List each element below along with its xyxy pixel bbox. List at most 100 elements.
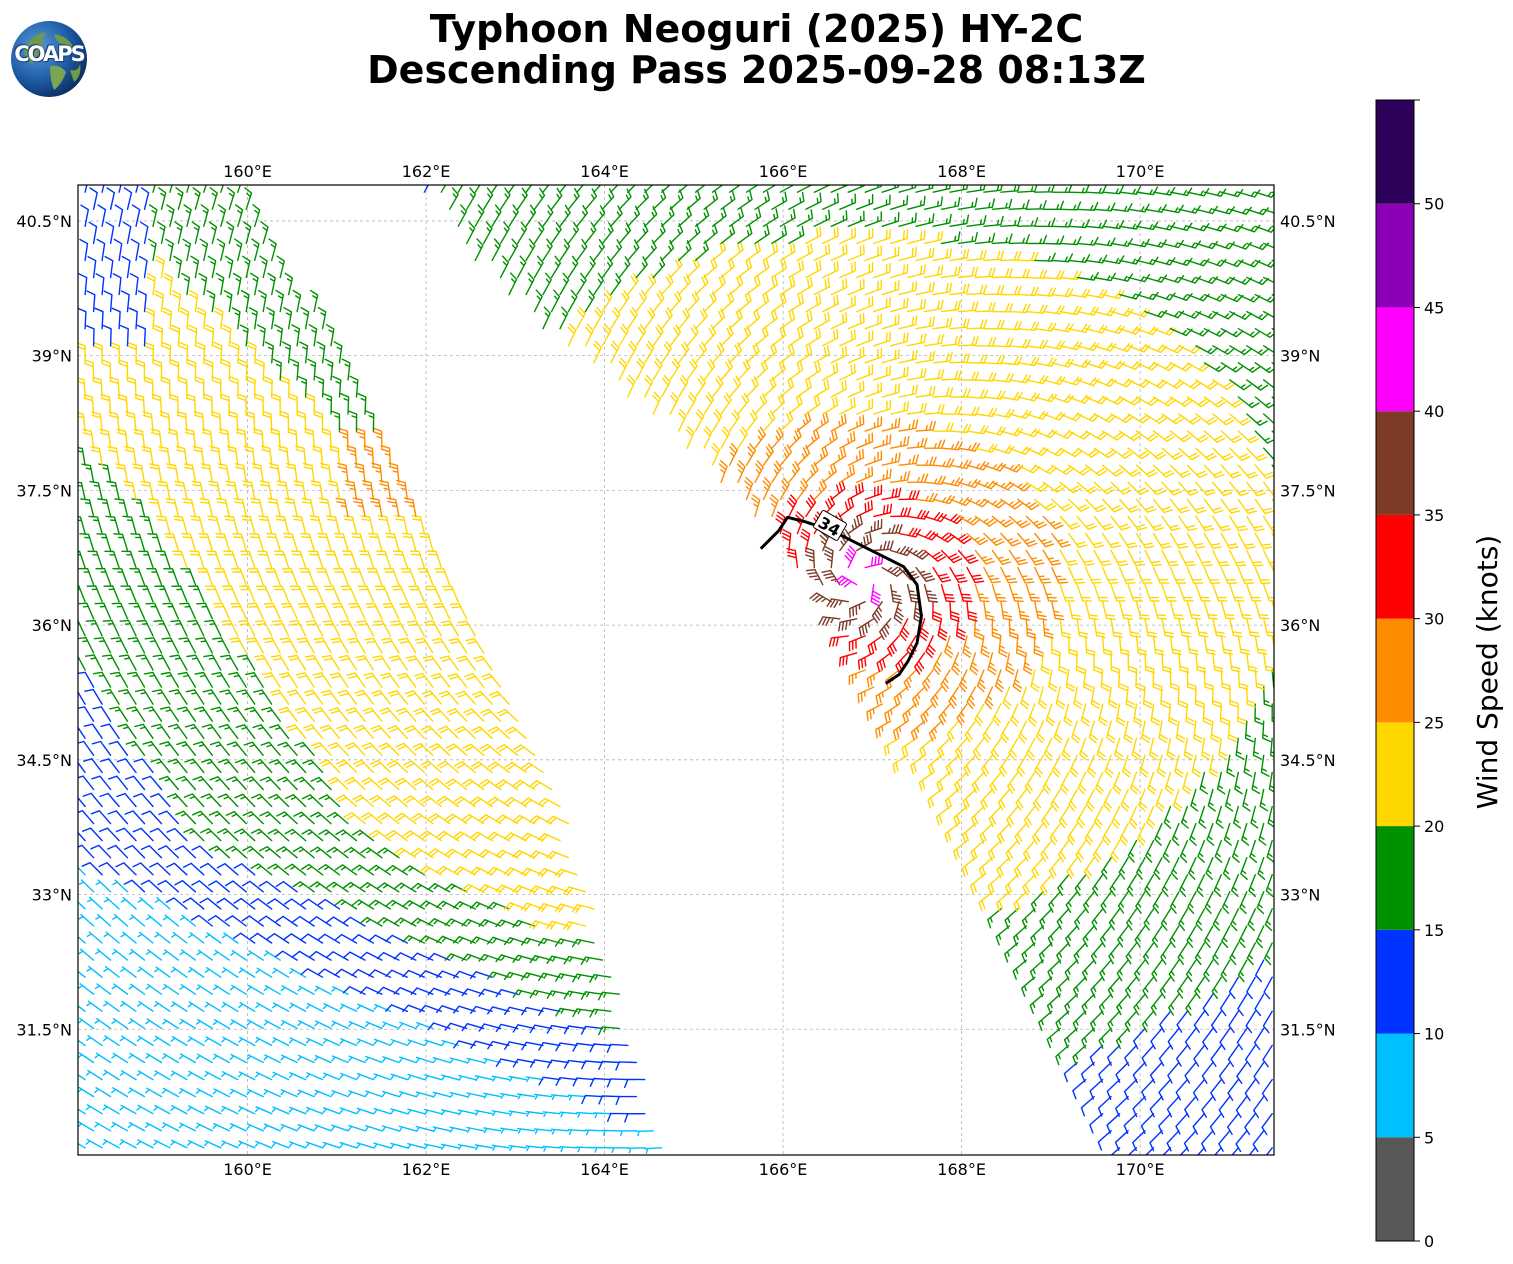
wind-barb bbox=[1169, 257, 1193, 266]
wind-barb bbox=[581, 1060, 604, 1070]
wind-barb bbox=[1175, 720, 1186, 743]
wind-barb bbox=[178, 1053, 197, 1064]
wind-barb bbox=[876, 652, 892, 673]
wind-barb bbox=[78, 412, 86, 432]
wind-barb bbox=[1229, 515, 1248, 532]
wind-barb bbox=[221, 1071, 239, 1081]
wind-barb bbox=[301, 794, 324, 808]
wind-barb bbox=[925, 635, 936, 659]
wind-barb bbox=[327, 480, 341, 501]
wind-barb bbox=[250, 497, 264, 518]
wind-barb bbox=[332, 375, 342, 398]
wind-barb bbox=[212, 376, 222, 398]
colorbar-segment-1 bbox=[1376, 1033, 1414, 1138]
wind-barb bbox=[224, 915, 247, 927]
wind-barb bbox=[1071, 720, 1081, 744]
wind-barb bbox=[635, 1130, 654, 1137]
wind-barb bbox=[1193, 1044, 1206, 1067]
wind-barb bbox=[728, 185, 742, 193]
wind-barb bbox=[395, 742, 417, 756]
wind-barb bbox=[178, 341, 189, 364]
wind-barb bbox=[1034, 322, 1057, 332]
wind-barb bbox=[1271, 396, 1274, 400]
wind-barb bbox=[245, 637, 264, 654]
wind-barb bbox=[890, 507, 912, 518]
wind-barb bbox=[1141, 1010, 1155, 1033]
wind-barb bbox=[1082, 925, 1095, 948]
wind-barb bbox=[1220, 362, 1244, 373]
wind-barb bbox=[255, 1036, 273, 1047]
wind-barb bbox=[779, 377, 795, 398]
wind-barb bbox=[1077, 771, 1087, 795]
wind-barb bbox=[275, 846, 298, 859]
wind-barb bbox=[167, 758, 188, 774]
wind-barb bbox=[90, 446, 103, 466]
wind-barb bbox=[1063, 1027, 1078, 1049]
wind-barb bbox=[78, 690, 86, 705]
wind-barb bbox=[864, 416, 883, 432]
wind-barb bbox=[1229, 241, 1252, 250]
wind-barb bbox=[991, 198, 1013, 210]
wind-barb bbox=[598, 1026, 620, 1036]
wind-barb bbox=[153, 1104, 171, 1115]
wind-barb bbox=[305, 1106, 324, 1115]
wind-barb bbox=[978, 891, 994, 912]
wind-barb bbox=[88, 221, 98, 245]
wind-barb bbox=[1059, 481, 1082, 494]
wind-barb bbox=[1263, 208, 1274, 214]
wind-barb bbox=[179, 984, 197, 995]
wind-barb bbox=[873, 297, 891, 313]
wind-barb bbox=[204, 1140, 222, 1149]
wind-barb bbox=[516, 187, 528, 210]
wind-barb bbox=[229, 1053, 247, 1064]
wind-barb bbox=[1034, 464, 1057, 475]
wind-barb bbox=[453, 761, 476, 774]
wind-barb bbox=[1084, 822, 1095, 846]
wind-barb bbox=[1252, 1130, 1265, 1153]
lat-label-right-6: 40.5°N bbox=[1280, 212, 1336, 231]
wind-barb bbox=[78, 671, 95, 688]
wind-barb bbox=[348, 1055, 366, 1064]
wind-barb bbox=[1051, 323, 1074, 333]
wind-barb bbox=[1108, 942, 1121, 965]
wind-barb bbox=[116, 758, 137, 774]
wind-barb bbox=[906, 635, 917, 658]
wind-barb bbox=[1152, 891, 1163, 914]
wind-barb bbox=[1093, 549, 1112, 567]
wind-barb bbox=[1186, 925, 1197, 948]
wind-barb bbox=[317, 864, 341, 876]
wind-barb bbox=[1155, 788, 1165, 812]
wind-barb bbox=[788, 259, 805, 279]
wind-barb bbox=[796, 378, 812, 398]
wind-barb bbox=[1045, 703, 1055, 727]
wind-barb bbox=[354, 462, 366, 483]
wind-barb bbox=[898, 349, 918, 364]
wind-barb bbox=[111, 1052, 129, 1064]
wind-barb bbox=[402, 969, 425, 978]
wind-barb bbox=[1080, 1095, 1095, 1117]
wind-barb bbox=[915, 385, 936, 398]
wind-barb bbox=[1229, 447, 1251, 461]
wind-barb bbox=[1256, 891, 1265, 915]
wind-barb bbox=[187, 1105, 205, 1115]
wind-barb bbox=[830, 312, 848, 330]
longitude-tick-labels: 160°E160°E162°E162°E164°E164°E166°E166°E… bbox=[223, 162, 1164, 1179]
wind-barb bbox=[240, 550, 256, 569]
wind-barb bbox=[1051, 635, 1061, 657]
wind-barb bbox=[153, 1070, 171, 1081]
wind-barb bbox=[153, 1035, 171, 1047]
wind-barb bbox=[966, 249, 987, 262]
wind-barb bbox=[1152, 186, 1176, 196]
wind-barb bbox=[754, 359, 769, 381]
wind-barb bbox=[226, 445, 239, 466]
wind-barb bbox=[1042, 340, 1066, 350]
wind-barb bbox=[1207, 788, 1216, 812]
wind-barb bbox=[1089, 1078, 1104, 1100]
wind-barb bbox=[1093, 237, 1116, 247]
wind-barb bbox=[1118, 857, 1129, 880]
wind-barb bbox=[272, 1037, 290, 1047]
wind-barb bbox=[1040, 652, 1051, 675]
wind-barb bbox=[906, 509, 930, 520]
wind-barb bbox=[1264, 942, 1273, 966]
wind-barb bbox=[940, 300, 961, 313]
